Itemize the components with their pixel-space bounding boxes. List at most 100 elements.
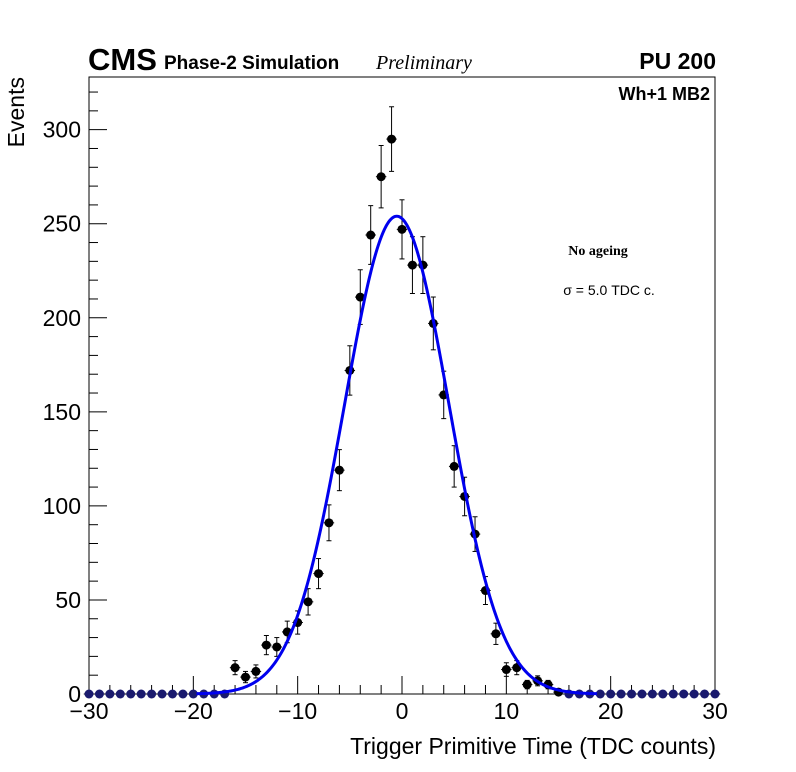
data-point — [135, 689, 147, 699]
data-marker — [355, 292, 365, 302]
data-marker — [157, 689, 167, 699]
data-point — [396, 199, 408, 260]
data-marker — [376, 172, 386, 182]
data-marker — [230, 663, 240, 673]
data-point — [699, 689, 710, 699]
x-tick-label: −20 — [174, 698, 213, 724]
x-tick-label: 0 — [396, 698, 409, 724]
data-point — [501, 662, 512, 677]
data-point — [334, 449, 345, 492]
data-marker — [407, 260, 417, 270]
data-marker — [501, 665, 511, 675]
data-marker — [251, 666, 261, 676]
y-tick-label: 0 — [68, 681, 81, 707]
y-tick-label: 200 — [43, 305, 81, 331]
data-point — [125, 689, 136, 699]
x-tick-label: −30 — [69, 698, 108, 724]
data-marker — [637, 689, 647, 699]
data-marker — [261, 640, 271, 650]
data-marker — [324, 518, 334, 528]
data-marker — [491, 629, 501, 639]
experiment-label: CMS — [88, 42, 157, 77]
data-marker — [115, 689, 125, 699]
y-axis: 0 50 100 150 200 250 300 — [43, 91, 107, 707]
x-axis: −30 −20 −10 0 10 20 30 — [69, 676, 728, 724]
data-marker — [105, 689, 115, 699]
data-marker — [84, 689, 94, 699]
data-marker — [366, 230, 376, 240]
data-point — [229, 660, 241, 676]
data-marker — [689, 689, 699, 699]
data-point — [240, 670, 251, 684]
y-tick-label: 50 — [55, 587, 81, 613]
x-axis-title: Trigger Primitive Time (TDC counts) — [350, 733, 716, 759]
data-marker — [314, 569, 324, 579]
data-point — [605, 689, 616, 699]
data-point — [146, 689, 157, 699]
data-point — [626, 689, 637, 699]
data-point — [668, 689, 679, 699]
data-marker — [167, 689, 177, 699]
data-marker — [616, 689, 626, 699]
data-point — [167, 689, 178, 699]
data-marker — [303, 597, 313, 607]
data-point — [302, 588, 314, 616]
data-point — [177, 689, 189, 699]
x-tick-label: 30 — [702, 698, 728, 724]
data-point — [636, 689, 648, 699]
data-marker — [94, 689, 104, 699]
data-point — [83, 689, 95, 699]
data-point — [375, 145, 387, 209]
y-tick-label: 300 — [43, 117, 81, 143]
data-marker — [449, 461, 459, 471]
station-label: Wh+1 MB2 — [618, 84, 710, 104]
data-point — [115, 689, 126, 699]
data-marker — [710, 689, 720, 699]
gaussian-fit-curve — [196, 214, 598, 696]
data-point — [647, 689, 658, 699]
x-tick-label: 10 — [494, 698, 520, 724]
condition-label: No ageing — [568, 244, 628, 259]
data-marker — [397, 224, 407, 234]
data-point — [94, 689, 105, 699]
x-tick-label: 20 — [598, 698, 624, 724]
data-point — [448, 445, 460, 488]
data-marker — [595, 689, 605, 699]
pileup-label: PU 200 — [639, 48, 716, 74]
data-marker — [241, 672, 250, 682]
data-point — [709, 689, 721, 699]
data-marker — [178, 689, 188, 699]
data-point — [657, 689, 669, 699]
y-tick-label: 250 — [43, 211, 81, 237]
y-tick-label: 150 — [43, 399, 81, 425]
plot-frame — [88, 76, 716, 695]
data-point — [615, 689, 627, 699]
data-marker — [700, 689, 710, 699]
data-marker — [272, 642, 282, 652]
data-marker — [627, 689, 637, 699]
data-point — [365, 205, 376, 265]
simulation-label: Phase-2 Simulation — [164, 53, 339, 74]
data-point — [521, 679, 533, 690]
data-points — [83, 106, 721, 699]
data-marker — [334, 465, 344, 475]
x-tick-label: −10 — [278, 698, 317, 724]
data-point — [313, 558, 324, 590]
data-point — [386, 106, 397, 172]
data-marker — [126, 689, 136, 699]
data-point — [407, 236, 418, 295]
data-marker — [188, 689, 198, 699]
data-marker — [679, 689, 689, 699]
data-marker — [147, 689, 157, 699]
data-point — [688, 689, 700, 699]
preliminary-label: Preliminary — [375, 52, 472, 74]
data-marker — [606, 689, 616, 699]
data-point — [261, 634, 272, 656]
y-tick-label: 100 — [43, 493, 81, 519]
data-marker — [522, 680, 532, 690]
data-point — [323, 504, 335, 542]
data-point — [104, 689, 116, 699]
data-marker — [658, 689, 668, 699]
data-marker — [668, 689, 678, 699]
